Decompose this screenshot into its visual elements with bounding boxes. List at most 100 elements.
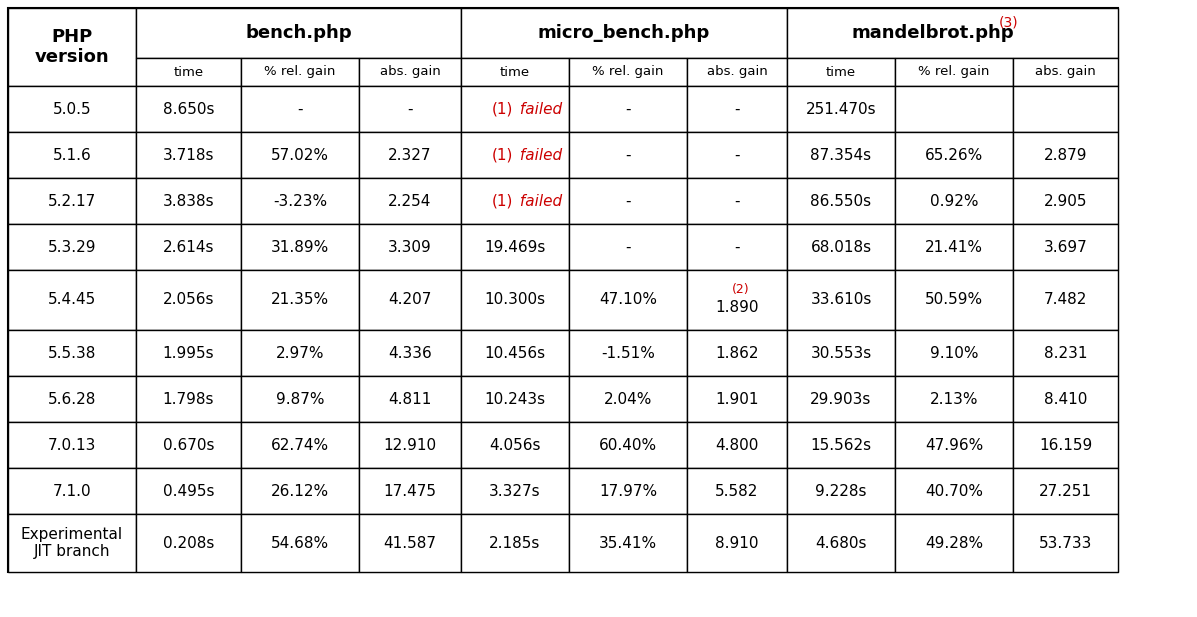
Text: -: -	[734, 194, 740, 209]
Bar	[461, 514, 569, 572]
Text: % rel. gain: % rel. gain	[265, 65, 335, 78]
Bar	[461, 422, 569, 468]
Bar	[359, 270, 461, 330]
Text: 16.159: 16.159	[1039, 437, 1092, 452]
Text: 4.336: 4.336	[388, 346, 432, 360]
Bar	[461, 178, 569, 224]
Text: 86.550s: 86.550s	[810, 194, 871, 209]
Text: 4.680s: 4.680s	[815, 536, 867, 550]
Text: 8.231: 8.231	[1044, 346, 1087, 360]
Text: failed: failed	[515, 194, 563, 209]
Text: 57.02%: 57.02%	[271, 147, 329, 162]
Text: 9.10%: 9.10%	[930, 346, 978, 360]
Text: 1.995s: 1.995s	[163, 346, 214, 360]
Text: 19.469s: 19.469s	[485, 239, 546, 254]
Bar	[241, 330, 359, 376]
Text: 3.838s: 3.838s	[163, 194, 214, 209]
Bar	[241, 422, 359, 468]
Bar	[241, 58, 359, 86]
Bar	[241, 132, 359, 178]
Text: 31.89%: 31.89%	[271, 239, 329, 254]
Bar	[136, 224, 241, 270]
Bar	[241, 270, 359, 330]
Text: 1.890: 1.890	[716, 300, 759, 315]
Text: % rel. gain: % rel. gain	[918, 65, 990, 78]
Text: 4.800: 4.800	[716, 437, 759, 452]
Text: 7.0.13: 7.0.13	[48, 437, 96, 452]
Bar	[786, 58, 895, 86]
Bar	[895, 132, 1013, 178]
Bar	[136, 58, 241, 86]
Bar	[895, 468, 1013, 514]
Text: 49.28%: 49.28%	[925, 536, 983, 550]
Text: 3.718s: 3.718s	[163, 147, 214, 162]
Text: 30.553s: 30.553s	[810, 346, 871, 360]
Bar	[8, 224, 136, 270]
Bar	[8, 376, 136, 422]
Bar	[359, 514, 461, 572]
Bar	[786, 86, 895, 132]
Bar	[786, 270, 895, 330]
Bar	[241, 376, 359, 422]
Text: 10.300s: 10.300s	[485, 292, 546, 307]
Text: 251.470s: 251.470s	[806, 102, 876, 117]
Text: 2.254: 2.254	[388, 194, 432, 209]
Bar	[461, 376, 569, 422]
Bar	[687, 270, 786, 330]
Text: 87.354s: 87.354s	[810, 147, 871, 162]
Bar	[136, 270, 241, 330]
Bar	[241, 86, 359, 132]
Bar	[1013, 468, 1118, 514]
Text: Experimental
JIT branch: Experimental JIT branch	[20, 527, 123, 559]
Bar	[359, 376, 461, 422]
Bar	[8, 514, 136, 572]
Text: -: -	[734, 147, 740, 162]
Text: 0.208s: 0.208s	[163, 536, 214, 550]
Bar	[136, 330, 241, 376]
Text: 10.243s: 10.243s	[485, 392, 546, 407]
Text: failed: failed	[515, 147, 563, 162]
Text: PHP
version: PHP version	[35, 28, 109, 67]
Text: 21.41%: 21.41%	[925, 239, 983, 254]
Text: 29.903s: 29.903s	[810, 392, 871, 407]
Bar	[895, 58, 1013, 86]
Bar	[569, 224, 687, 270]
Bar	[895, 270, 1013, 330]
Text: 4.207: 4.207	[388, 292, 432, 307]
Text: 5.2.17: 5.2.17	[48, 194, 96, 209]
Text: -1.51%: -1.51%	[601, 346, 655, 360]
Text: 26.12%: 26.12%	[271, 484, 329, 499]
Bar	[1013, 132, 1118, 178]
Text: 60.40%: 60.40%	[598, 437, 657, 452]
Bar	[8, 8, 136, 86]
Bar	[569, 468, 687, 514]
Text: 0.495s: 0.495s	[163, 484, 214, 499]
Bar	[136, 178, 241, 224]
Text: 0.92%: 0.92%	[930, 194, 978, 209]
Bar	[8, 86, 136, 132]
Bar	[569, 376, 687, 422]
Text: 17.475: 17.475	[383, 484, 437, 499]
Bar	[786, 514, 895, 572]
Text: -: -	[625, 239, 631, 254]
Bar	[1013, 270, 1118, 330]
Text: % rel. gain: % rel. gain	[593, 65, 663, 78]
Text: time: time	[500, 65, 530, 78]
Text: 12.910: 12.910	[383, 437, 437, 452]
Bar	[786, 224, 895, 270]
Bar	[687, 224, 786, 270]
Text: 5.4.45: 5.4.45	[48, 292, 96, 307]
Bar	[687, 330, 786, 376]
Bar	[241, 224, 359, 270]
Text: 5.6.28: 5.6.28	[48, 392, 96, 407]
Text: 2.327: 2.327	[388, 147, 432, 162]
Bar	[895, 330, 1013, 376]
Text: 2.13%: 2.13%	[930, 392, 978, 407]
Bar	[461, 132, 569, 178]
Bar	[241, 178, 359, 224]
Bar	[786, 132, 895, 178]
Text: -: -	[625, 147, 631, 162]
Bar	[8, 178, 136, 224]
Text: 27.251: 27.251	[1039, 484, 1092, 499]
Bar	[569, 58, 687, 86]
